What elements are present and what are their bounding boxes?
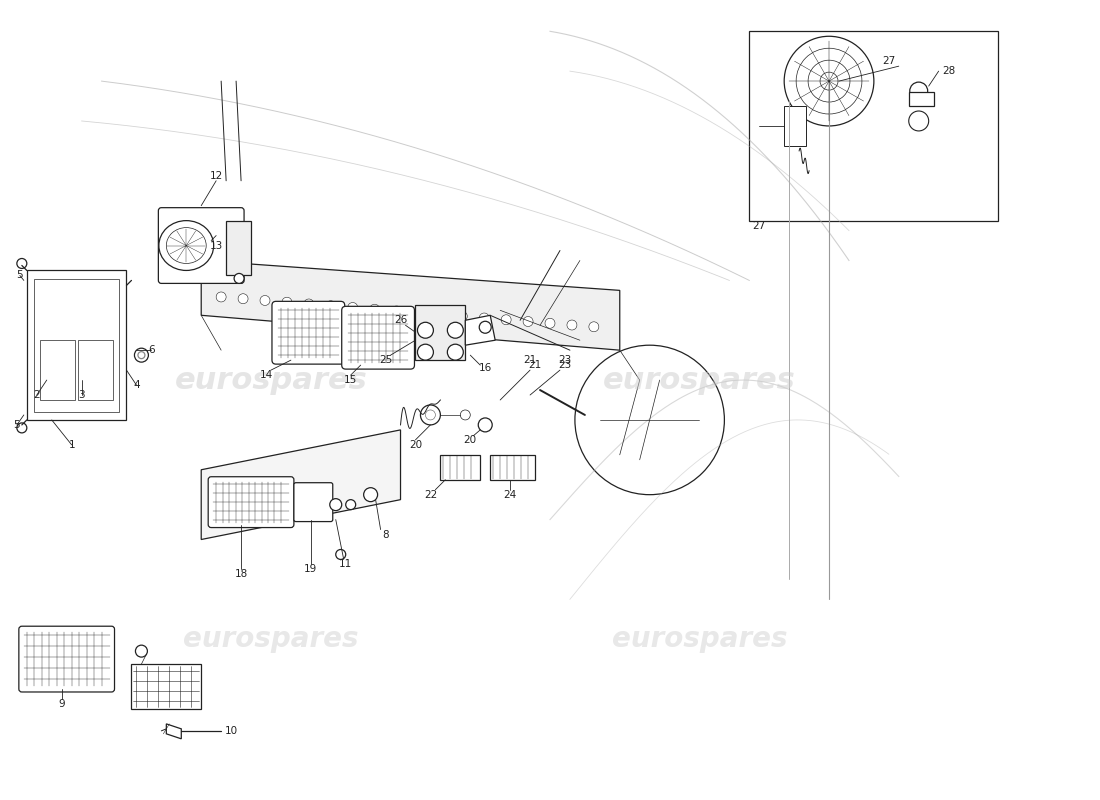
Text: 25: 25 [378, 355, 393, 365]
Circle shape [588, 322, 598, 332]
Polygon shape [166, 724, 182, 739]
Circle shape [480, 322, 492, 334]
Bar [491, 455, 535, 480]
Circle shape [304, 299, 313, 309]
Circle shape [460, 410, 471, 420]
Bar [40, 340, 75, 400]
Circle shape [16, 258, 26, 269]
Text: 3: 3 [78, 390, 85, 400]
Text: 22: 22 [424, 490, 437, 500]
Text: 18: 18 [234, 570, 248, 579]
Text: 16: 16 [478, 363, 492, 373]
Text: eurospares: eurospares [603, 366, 796, 394]
Circle shape [478, 418, 492, 432]
Text: 4: 4 [133, 380, 140, 390]
Bar [416, 306, 465, 360]
Circle shape [336, 550, 345, 559]
Circle shape [134, 348, 148, 362]
Circle shape [260, 295, 270, 306]
Circle shape [909, 111, 928, 131]
Text: 27: 27 [882, 56, 895, 66]
Text: 21: 21 [528, 360, 541, 370]
Text: 10: 10 [224, 726, 238, 736]
Text: 15: 15 [344, 375, 358, 385]
Text: 12: 12 [209, 170, 223, 181]
Circle shape [364, 488, 377, 502]
Text: 27: 27 [752, 221, 766, 230]
Circle shape [566, 320, 576, 330]
Text: 6: 6 [148, 345, 155, 355]
Polygon shape [201, 430, 400, 539]
Circle shape [502, 314, 512, 325]
Text: 11: 11 [339, 559, 352, 570]
Circle shape [480, 313, 490, 323]
Circle shape [418, 344, 433, 360]
Text: eurospares: eurospares [184, 625, 359, 653]
Circle shape [370, 304, 379, 314]
Text: eurospares: eurospares [175, 366, 367, 394]
Bar [34, 279, 119, 412]
Circle shape [234, 274, 244, 283]
FancyBboxPatch shape [272, 302, 344, 364]
Text: 9: 9 [58, 699, 65, 709]
Text: 19: 19 [305, 565, 318, 574]
Text: 24: 24 [504, 490, 517, 500]
Polygon shape [201, 261, 619, 350]
Text: 2: 2 [33, 390, 40, 400]
Circle shape [544, 318, 556, 328]
Circle shape [217, 292, 227, 302]
Circle shape [348, 302, 358, 313]
Circle shape [420, 405, 440, 425]
Text: 5: 5 [16, 270, 23, 281]
Circle shape [330, 498, 342, 510]
Circle shape [448, 322, 463, 338]
FancyBboxPatch shape [158, 208, 244, 283]
FancyBboxPatch shape [342, 306, 415, 369]
Bar [26, 270, 126, 420]
Circle shape [418, 322, 433, 338]
Bar [132, 664, 201, 709]
Bar [909, 92, 934, 106]
Text: 26: 26 [394, 315, 407, 326]
Text: 21: 21 [524, 355, 537, 365]
Text: 20: 20 [409, 440, 422, 450]
Circle shape [326, 301, 336, 310]
Circle shape [784, 36, 873, 126]
Circle shape [345, 500, 355, 510]
Circle shape [458, 311, 468, 322]
Circle shape [16, 423, 26, 433]
Text: 5: 5 [13, 420, 20, 430]
Circle shape [238, 294, 249, 304]
Bar [784, 106, 806, 146]
FancyBboxPatch shape [294, 482, 333, 522]
Text: 1: 1 [68, 440, 75, 450]
Circle shape [524, 317, 534, 326]
Text: 28: 28 [942, 66, 955, 76]
FancyBboxPatch shape [19, 626, 114, 692]
Text: 20: 20 [464, 435, 476, 445]
Circle shape [436, 310, 446, 319]
Ellipse shape [158, 221, 213, 270]
Circle shape [414, 308, 424, 318]
Circle shape [910, 82, 927, 100]
Text: 14: 14 [260, 370, 273, 380]
Text: 8: 8 [383, 530, 389, 539]
Text: 23: 23 [559, 360, 572, 370]
Circle shape [138, 352, 145, 358]
Bar [78, 340, 112, 400]
Text: eurospares: eurospares [612, 625, 788, 653]
Circle shape [575, 345, 725, 494]
Bar [440, 455, 481, 480]
Bar [749, 31, 999, 221]
Circle shape [135, 645, 147, 657]
Polygon shape [465, 315, 495, 345]
Text: 23: 23 [559, 355, 572, 365]
Text: 13: 13 [209, 241, 223, 250]
Bar [227, 221, 251, 275]
Circle shape [282, 298, 292, 307]
FancyBboxPatch shape [208, 477, 294, 527]
Circle shape [448, 344, 463, 360]
Circle shape [392, 306, 402, 316]
